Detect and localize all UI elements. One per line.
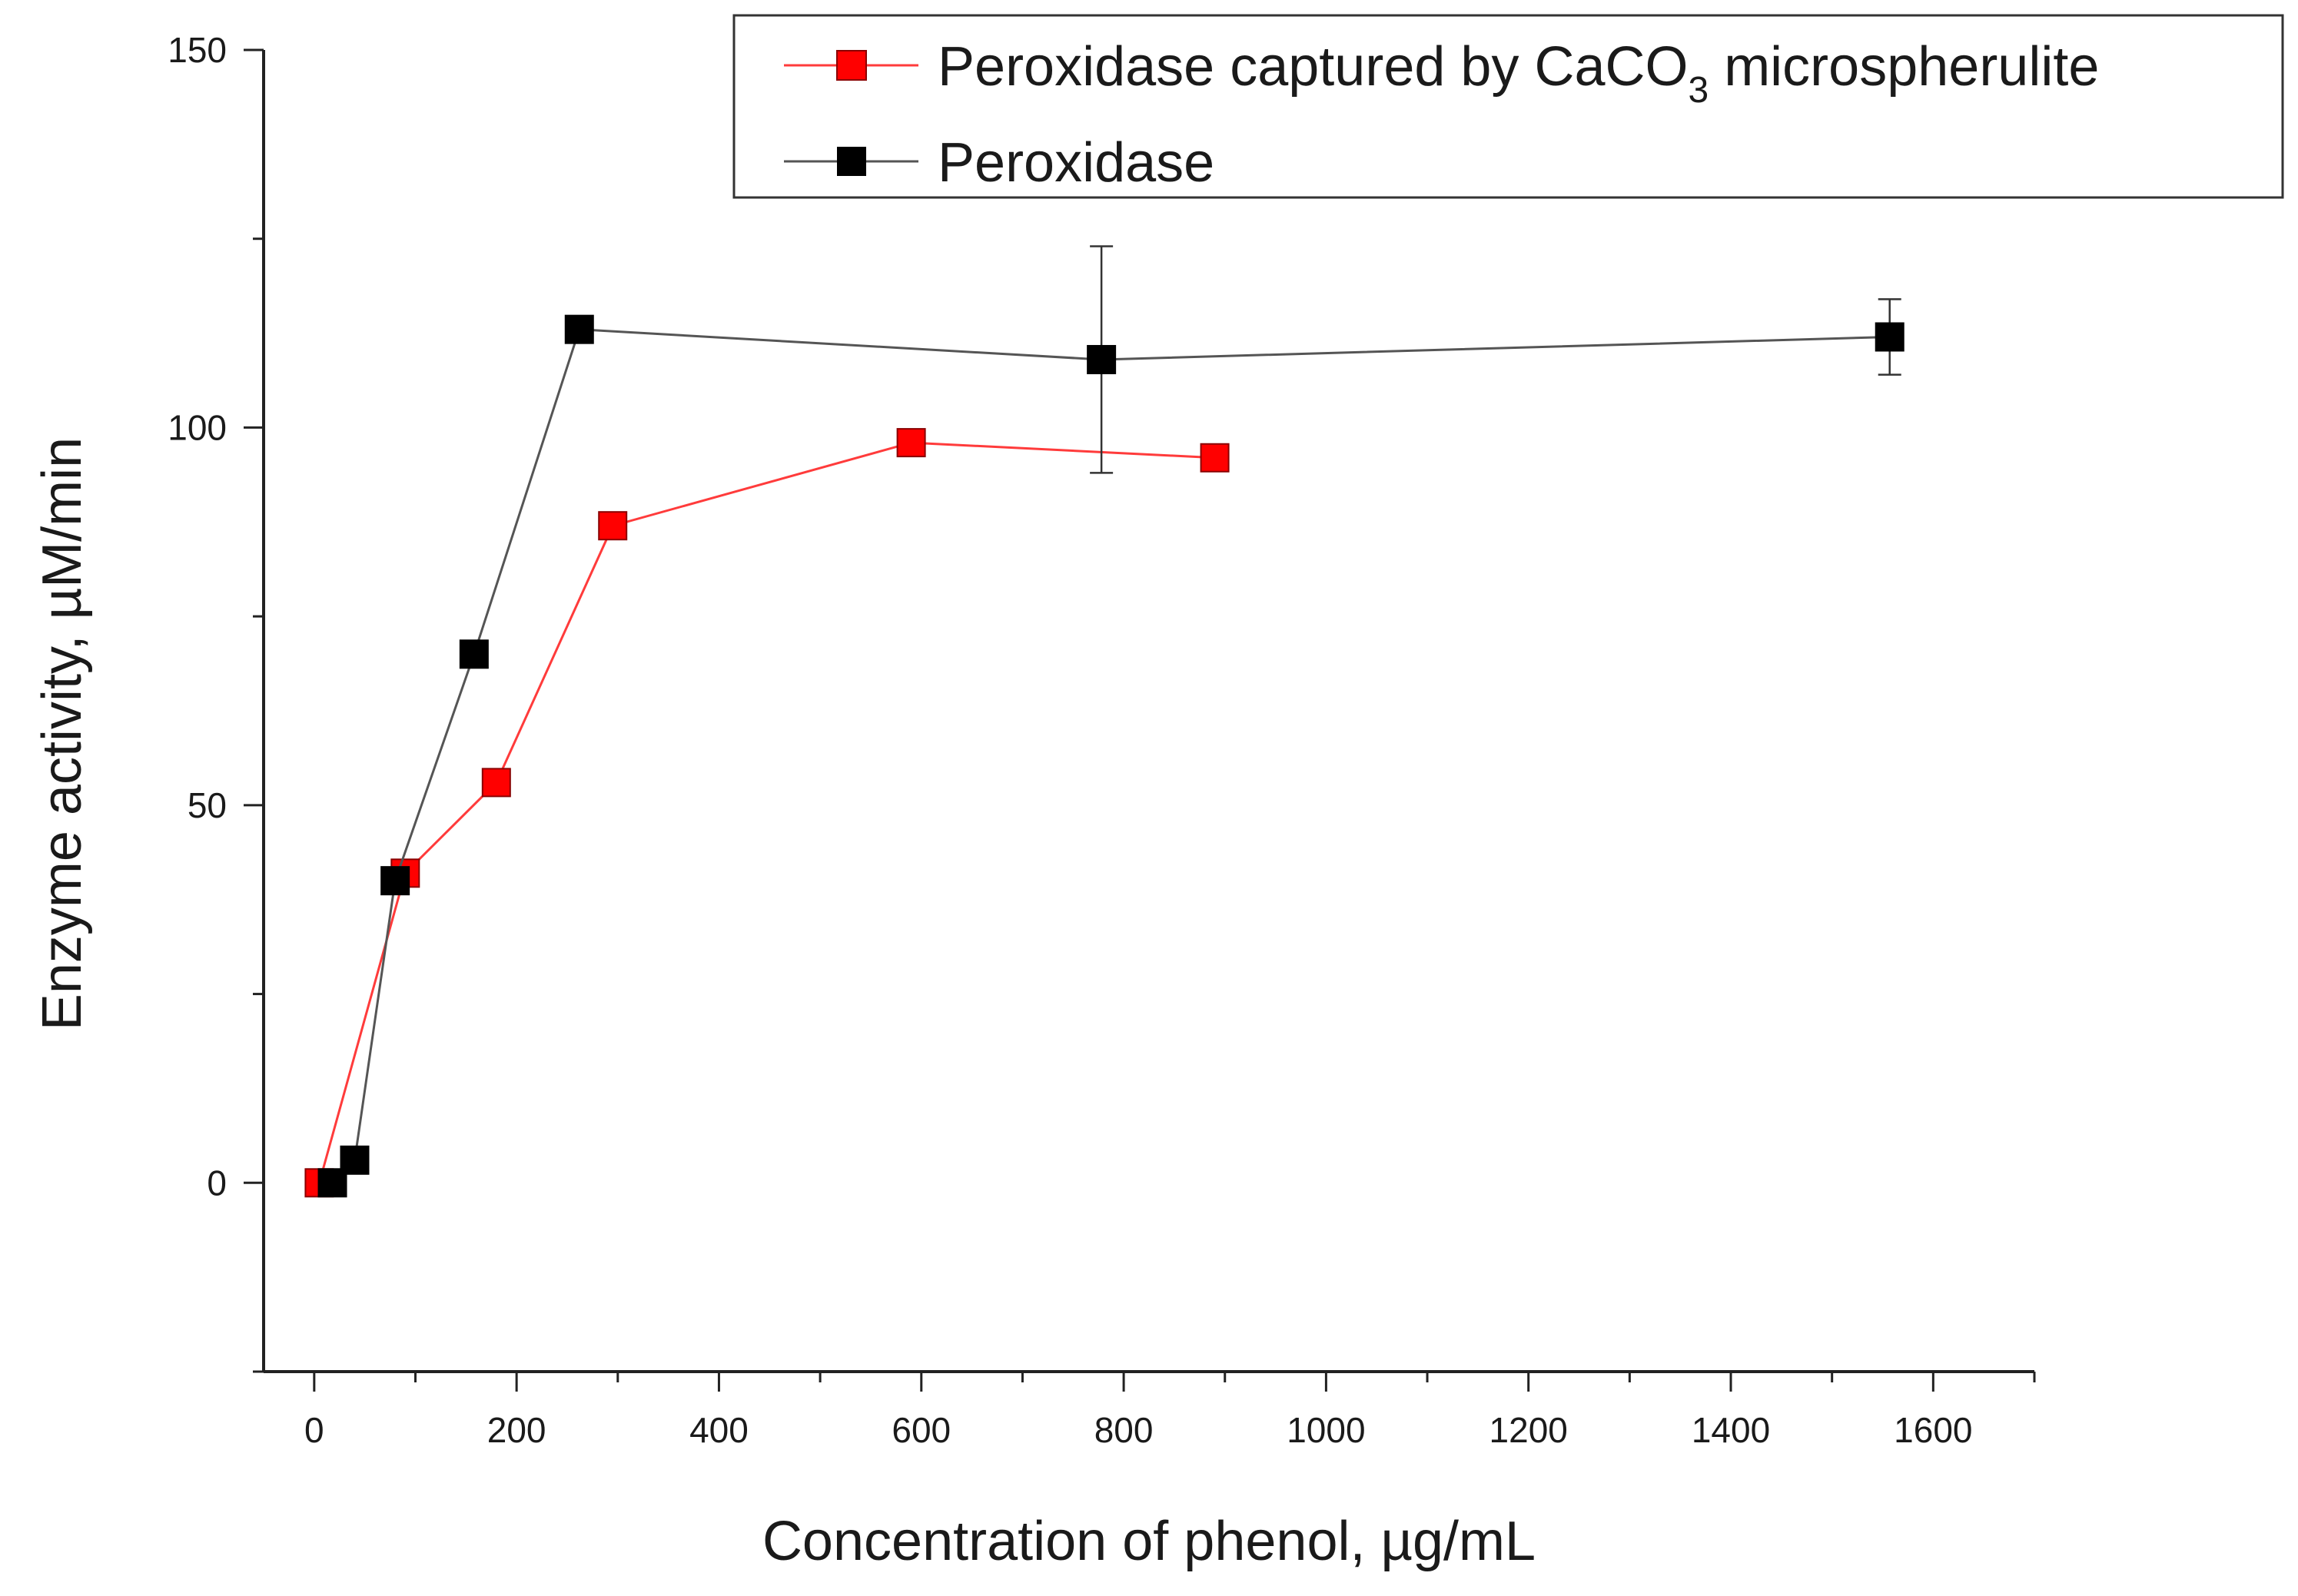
series-line xyxy=(317,441,1215,1183)
y-tick-label: 100 xyxy=(168,407,227,447)
y-tick-label: 150 xyxy=(168,30,227,70)
series-1 xyxy=(317,245,1904,1198)
x-tick-label: 1400 xyxy=(1692,1410,1770,1450)
axes xyxy=(262,50,2034,1373)
legend-box xyxy=(732,14,2284,199)
series-layer xyxy=(304,245,1904,1198)
data-point xyxy=(340,1145,370,1175)
data-point xyxy=(1875,322,1904,352)
legend: Peroxidase captured by CaCO3 microspheru… xyxy=(732,14,2284,199)
legend-marker-peroxidase xyxy=(837,147,866,176)
data-point xyxy=(564,314,594,344)
x-tick-label: 800 xyxy=(1094,1410,1154,1450)
x-axis-title: Concentration of phenol, µg/mL xyxy=(762,1511,1536,1572)
data-point xyxy=(896,428,926,458)
x-tick-label: 400 xyxy=(689,1410,749,1450)
data-point xyxy=(481,768,511,798)
axis-ticks xyxy=(244,48,2036,1392)
y-tick-label: 0 xyxy=(207,1163,227,1203)
legend-label-captured: Peroxidase captured by CaCO3 microspheru… xyxy=(938,36,2099,111)
axis-tick-labels: 0 200 400 600 800 1000 1200 1400 1600 0 50 100 150 xyxy=(168,30,1972,1450)
legend-label-peroxidase: Peroxidase xyxy=(938,132,1214,194)
legend-marker-captured xyxy=(836,50,867,81)
data-point xyxy=(1087,344,1117,374)
x-tick-label: 600 xyxy=(892,1410,951,1450)
data-point xyxy=(459,639,489,669)
data-point xyxy=(1200,443,1230,473)
x-tick-label: 1200 xyxy=(1489,1410,1568,1450)
series-0 xyxy=(304,428,1230,1198)
data-point xyxy=(598,511,628,541)
x-tick-label: 1600 xyxy=(1894,1410,1972,1450)
x-tick-label: 1000 xyxy=(1287,1410,1365,1450)
x-tick-label: 200 xyxy=(487,1410,546,1450)
data-point xyxy=(380,866,410,896)
y-axis-title: Enzyme activity, µM/min xyxy=(32,437,93,1030)
y-tick-label: 50 xyxy=(188,785,227,825)
x-tick-label: 0 xyxy=(304,1410,324,1450)
series-line xyxy=(331,328,1890,1184)
